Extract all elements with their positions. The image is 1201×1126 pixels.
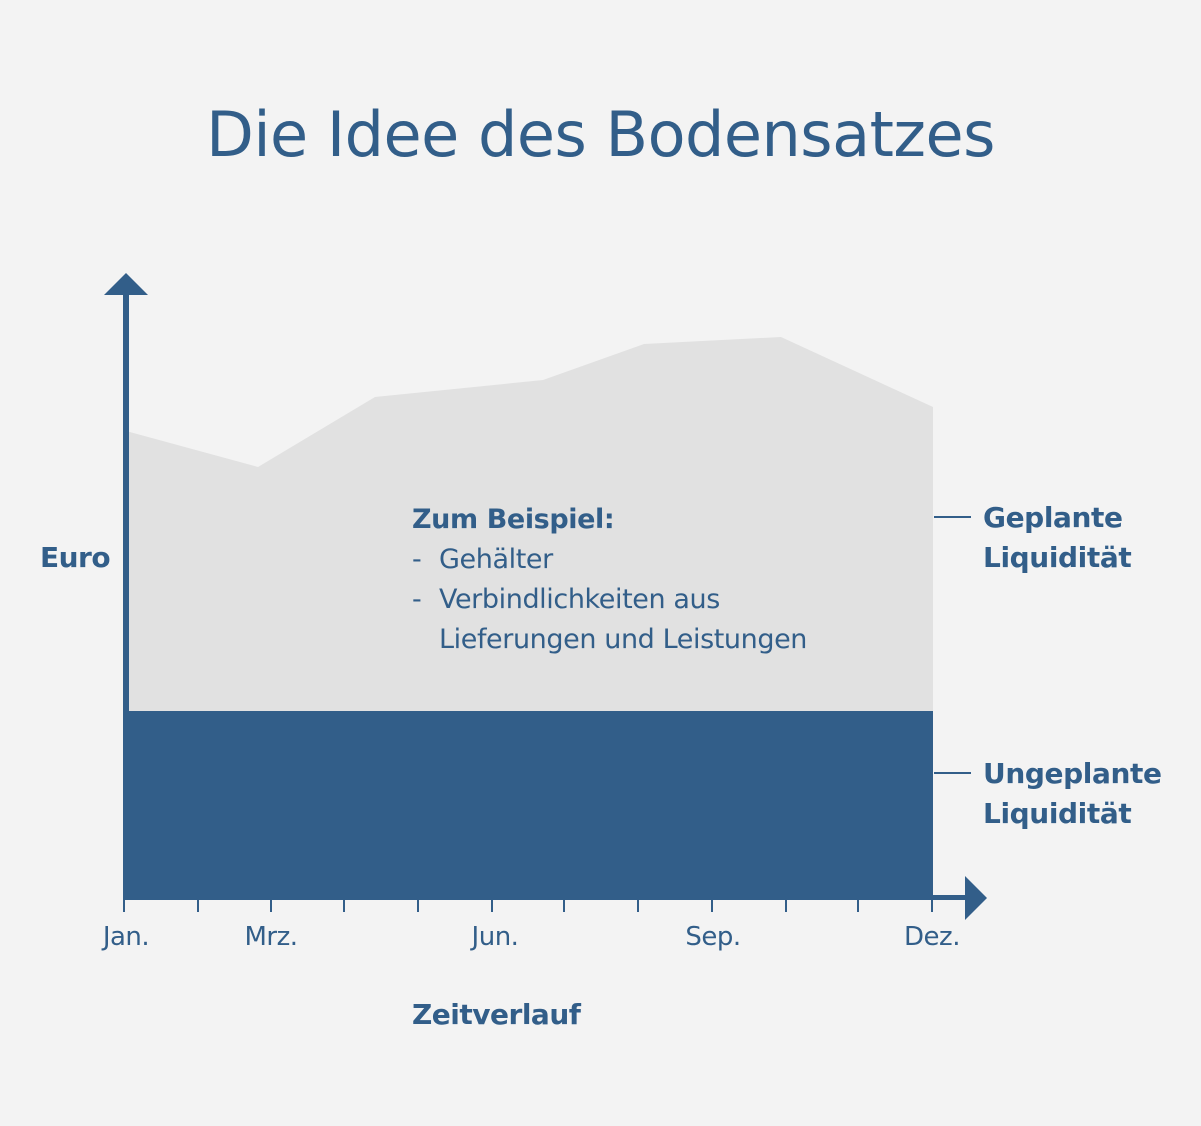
x-axis-line — [123, 895, 971, 900]
x-tick-label-sep: Sep. — [685, 922, 741, 952]
annotation-item-continuation: Lieferungen und Leistungen — [439, 624, 808, 655]
annotation-bullet: - — [412, 584, 422, 615]
annotation-item-text: Gehälter — [439, 544, 553, 575]
unplanned-liquidity-area — [123, 711, 933, 900]
planned-liquidity-area — [126, 337, 933, 711]
legend-unplanned-line2: Liquidität — [983, 797, 1132, 830]
legend-unplanned-line1: Ungeplante — [983, 757, 1162, 790]
x-axis-label: Zeitverlauf — [412, 998, 581, 1031]
x-axis-arrow-icon — [965, 876, 987, 920]
legend-leader-unplanned — [934, 772, 971, 774]
legend-planned-line2: Liquidität — [983, 541, 1132, 574]
annotation-item: - Verbindlichkeiten aus — [412, 580, 807, 620]
annotation-heading: Zum Beispiel: — [412, 504, 615, 535]
annotation-bullet: - — [412, 544, 422, 575]
legend-planned-liquidity: Geplante Liquidität — [983, 498, 1132, 578]
x-axis-ticks — [123, 900, 933, 912]
legend-unplanned-liquidity: Ungeplante Liquidität — [983, 754, 1162, 834]
example-annotation: Zum Beispiel: - Gehälter - Verbindlichke… — [412, 500, 807, 660]
y-axis-arrow-icon — [104, 273, 148, 295]
x-tick-label-dez: Dez. — [904, 922, 960, 952]
x-tick-label-jan: Jan. — [102, 922, 150, 952]
y-axis-label: Euro — [40, 541, 111, 574]
chart-title: Die Idee des Bodensatzes — [206, 98, 995, 171]
x-tick-label-jun: Jun. — [471, 922, 519, 952]
y-axis-line — [123, 290, 129, 900]
x-tick-label-mrz: Mrz. — [244, 922, 298, 952]
legend-planned-line1: Geplante — [983, 501, 1123, 534]
annotation-item-text: Verbindlichkeiten aus — [439, 584, 720, 615]
legend-leader-planned — [934, 516, 971, 518]
annotation-item: - Gehälter — [412, 540, 807, 580]
